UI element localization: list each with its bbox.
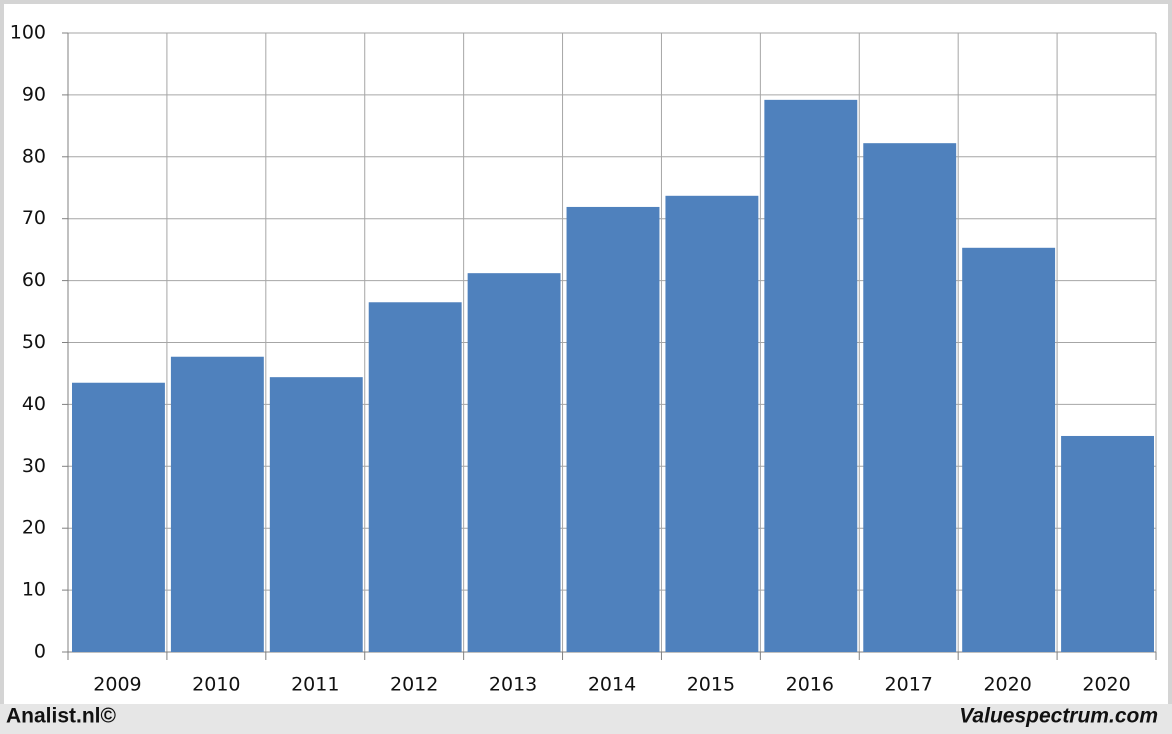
x-tick-label: 2011 <box>291 674 339 696</box>
y-tick-label: 90 <box>22 83 46 105</box>
x-tick-label: 2017 <box>885 674 933 696</box>
x-tick-label: 2009 <box>93 674 141 696</box>
source-right: Valuespectrum.com <box>959 705 1158 728</box>
x-tick-label: 2015 <box>687 674 735 696</box>
x-tick-label: 2014 <box>588 674 636 696</box>
bar <box>566 206 660 652</box>
y-tick-label: 50 <box>22 331 46 353</box>
bar <box>269 377 363 652</box>
footer-band <box>0 704 1172 734</box>
y-tick-label: 100 <box>10 22 46 44</box>
y-tick-label: 10 <box>22 579 46 601</box>
y-tick-label: 70 <box>22 207 46 229</box>
bar <box>764 99 858 653</box>
y-tick-label: 60 <box>22 269 46 291</box>
x-tick-label: 2013 <box>489 674 537 696</box>
x-tick-label: 2012 <box>390 674 438 696</box>
y-tick-label: 80 <box>22 145 46 167</box>
bar <box>467 273 561 652</box>
x-tick-label: 2020 <box>1082 674 1130 696</box>
bar <box>368 302 462 652</box>
y-tick-label: 20 <box>22 517 46 539</box>
bar <box>72 382 165 652</box>
source-left: Analist.nl© <box>6 705 117 728</box>
x-tick-label: 2010 <box>192 674 240 696</box>
bar <box>863 143 957 652</box>
bar <box>170 356 264 652</box>
bar <box>1061 435 1154 652</box>
x-tick-label: 2020 <box>983 674 1031 696</box>
bar <box>665 195 759 652</box>
y-tick-label: 40 <box>22 393 46 415</box>
x-tick-label: 2016 <box>786 674 834 696</box>
y-tick-label: 0 <box>34 641 46 663</box>
y-tick-label: 30 <box>22 455 46 477</box>
bar <box>962 247 1056 652</box>
